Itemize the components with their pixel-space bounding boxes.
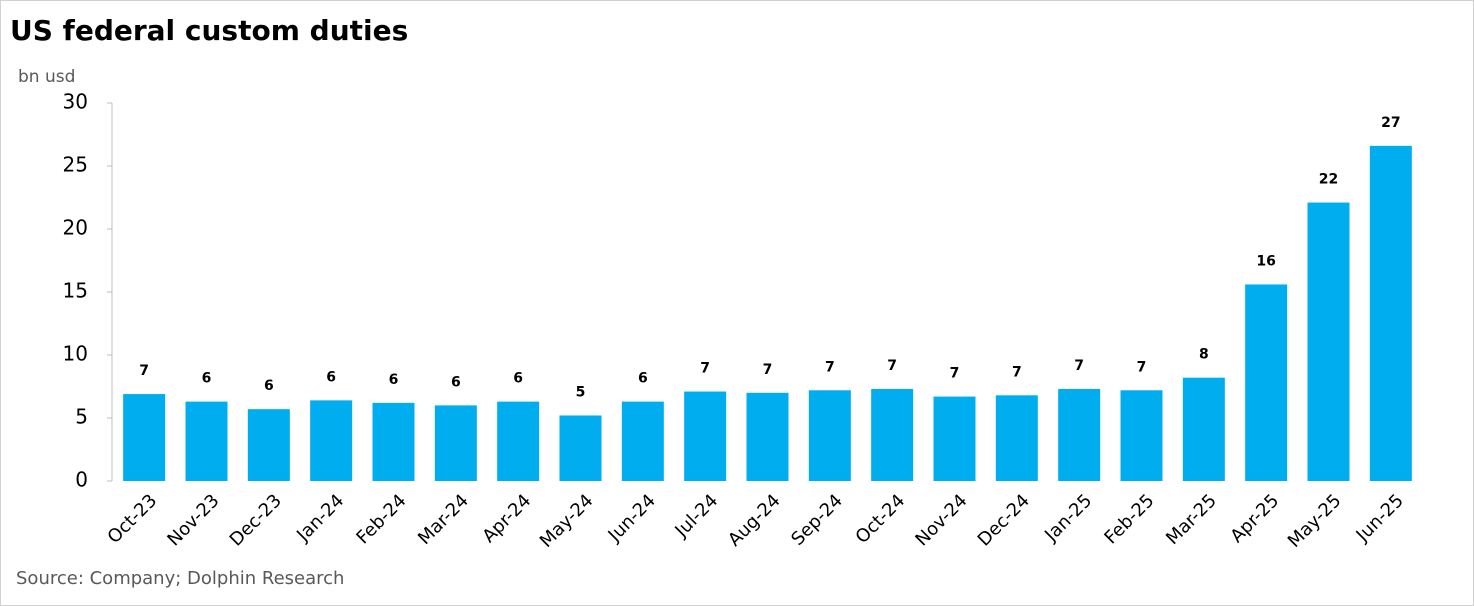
data-label: 7 bbox=[139, 363, 149, 379]
data-label: 6 bbox=[389, 372, 399, 388]
data-label: 7 bbox=[700, 361, 710, 377]
data-label: 6 bbox=[264, 378, 274, 394]
y-tick-label: 0 bbox=[75, 468, 88, 492]
y-tick-label: 15 bbox=[63, 279, 88, 303]
source: Source: Company; Dolphin Research bbox=[16, 568, 344, 589]
bar bbox=[247, 409, 290, 481]
bar bbox=[185, 401, 228, 481]
bar bbox=[684, 391, 727, 481]
bar bbox=[372, 402, 415, 481]
y-tick-label: 30 bbox=[63, 90, 88, 114]
data-label: 7 bbox=[1074, 358, 1084, 374]
data-label: 7 bbox=[825, 359, 835, 375]
chart-title: US federal custom duties bbox=[10, 14, 408, 47]
bar bbox=[310, 400, 353, 481]
data-label: 7 bbox=[1137, 359, 1147, 375]
bar bbox=[1369, 145, 1412, 481]
data-label: 6 bbox=[451, 374, 461, 390]
data-label: 16 bbox=[1256, 253, 1275, 269]
bar bbox=[434, 405, 477, 481]
data-label: 7 bbox=[1012, 364, 1022, 380]
data-label: 7 bbox=[887, 358, 897, 374]
y-tick-label: 5 bbox=[75, 405, 88, 429]
bar bbox=[1245, 284, 1288, 481]
data-label: 5 bbox=[576, 384, 586, 400]
data-label: 6 bbox=[513, 371, 523, 387]
bar bbox=[1182, 377, 1225, 481]
bar bbox=[123, 394, 166, 481]
bar bbox=[1058, 389, 1101, 481]
bar bbox=[621, 401, 664, 481]
data-label: 7 bbox=[763, 362, 773, 378]
bar bbox=[808, 390, 851, 481]
y-tick-label: 10 bbox=[63, 342, 88, 366]
data-label: 6 bbox=[326, 369, 336, 385]
bar bbox=[746, 392, 789, 481]
bar bbox=[995, 395, 1038, 481]
data-label: 27 bbox=[1381, 115, 1400, 131]
data-label: 7 bbox=[950, 366, 960, 382]
data-label: 6 bbox=[638, 371, 648, 387]
data-label: 22 bbox=[1319, 172, 1338, 188]
y-tick-label: 25 bbox=[63, 153, 88, 177]
bar bbox=[1120, 390, 1163, 481]
y-axis-label: bn usd bbox=[18, 67, 75, 87]
data-label: 6 bbox=[202, 371, 212, 387]
data-label: 8 bbox=[1199, 347, 1209, 363]
bar bbox=[559, 415, 602, 481]
bar bbox=[497, 401, 540, 481]
bar bbox=[871, 389, 914, 481]
y-tick-label: 20 bbox=[63, 216, 88, 240]
bar bbox=[1307, 202, 1350, 482]
bar bbox=[933, 396, 976, 481]
